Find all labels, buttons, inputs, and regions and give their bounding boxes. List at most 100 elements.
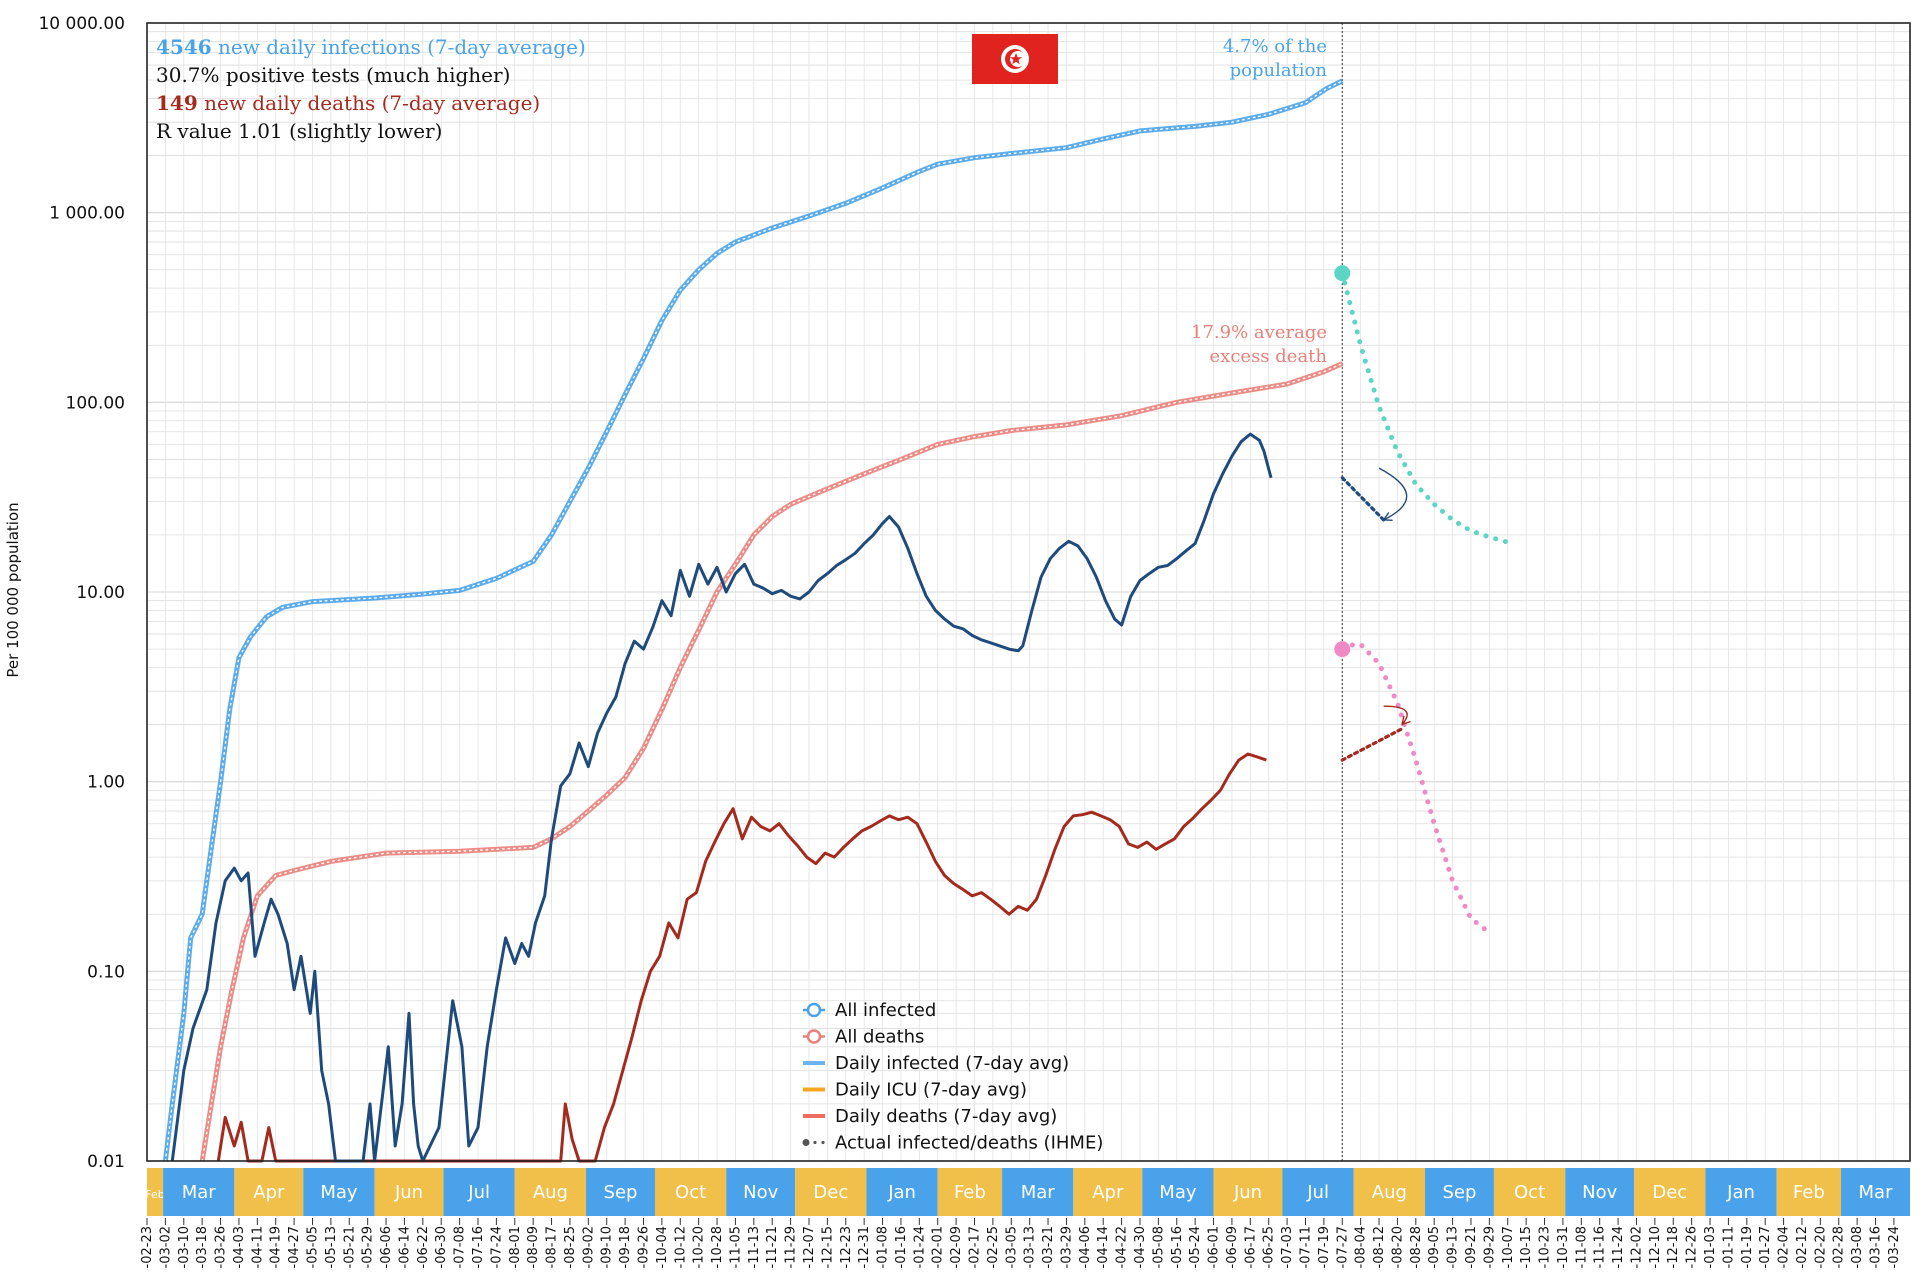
- date-tick-label: -11-21: [765, 1226, 780, 1268]
- date-tick-label: -07-08: [453, 1226, 468, 1268]
- date-tick-label: -01-19: [1740, 1226, 1755, 1268]
- month-cell: [795, 1168, 867, 1216]
- legend-item: Actual infected/deaths (IHME): [802, 1133, 1103, 1154]
- date-tick-label: -09-21: [1464, 1226, 1479, 1268]
- date-tick-label: -07-19: [1317, 1226, 1332, 1268]
- deaths-value: 149: [156, 91, 198, 115]
- date-tick-label: -08-01: [508, 1226, 523, 1268]
- population-note-line1: 4.7% of the: [1223, 36, 1327, 57]
- date-tick-label: -02-28: [1832, 1226, 1847, 1268]
- legend-label: Actual infected/deaths (IHME): [835, 1133, 1103, 1154]
- date-tick-label: -05-05: [305, 1226, 320, 1268]
- month-cell: [937, 1168, 1003, 1216]
- date-tick-label: -08-09: [526, 1226, 541, 1268]
- excess-note-line2: excess death: [1210, 346, 1328, 367]
- y-tick-label: 0.10: [87, 962, 125, 982]
- date-tick-label: -12-07: [802, 1226, 817, 1268]
- y-tick-labels: 10 000.00 1 000.00 100.00 10.00 1.00 0.10 0.01: [38, 14, 125, 1172]
- date-tick-label: -07-27: [1335, 1226, 1350, 1268]
- date-tick-label: -07-03: [1280, 1226, 1295, 1268]
- month-label: Nov: [1582, 1182, 1617, 1203]
- month-label: Mar: [182, 1182, 217, 1203]
- date-tick-label: -04-30: [1133, 1226, 1148, 1268]
- date-tick-label: -11-08: [1574, 1226, 1589, 1268]
- population-note-line2: population: [1230, 60, 1328, 81]
- date-tick-label: -01-03: [1703, 1226, 1718, 1268]
- month-cell: [1213, 1168, 1283, 1216]
- date-tick-label: -10-15: [1519, 1226, 1534, 1268]
- legend-marker: [806, 1029, 822, 1044]
- projection-line: [1340, 727, 1404, 762]
- date-tick-label: -05-16: [1170, 1226, 1185, 1268]
- date-tick-labels: -02-23 -03-02 -03-10 -03-18 -03-26 -04-03 -04-…: [140, 1218, 1902, 1268]
- date-tick-label: -06-06: [379, 1226, 394, 1268]
- series-line: [216, 752, 1267, 1163]
- date-tick-label: -05-08: [1151, 1226, 1166, 1268]
- date-tick-label: -01-27: [1758, 1226, 1773, 1268]
- date-tick-label: -09-18: [618, 1226, 633, 1268]
- curved-arrow: [1378, 467, 1408, 521]
- date-tick-label: -09-29: [1482, 1226, 1497, 1268]
- date-tick-label: -03-18: [195, 1226, 210, 1268]
- month-label: Jul: [1306, 1182, 1329, 1203]
- month-cell: [1776, 1168, 1842, 1216]
- date-tick-label: -10-31: [1556, 1226, 1571, 1268]
- month-cell: [147, 1168, 164, 1216]
- date-tick-label: -03-21: [1041, 1226, 1056, 1268]
- month-label: Sep: [1443, 1182, 1477, 1203]
- month-cell: [586, 1168, 655, 1216]
- legend-item: Daily ICU (7-day avg): [803, 1080, 1027, 1101]
- month-cell: [374, 1168, 444, 1216]
- date-tick-label: -11-29: [784, 1226, 799, 1268]
- date-tick-label: -03-10: [177, 1226, 192, 1268]
- series-line-marker: [201, 362, 1344, 1162]
- month-cell: [303, 1168, 375, 1216]
- date-tick-label: -05-21: [342, 1226, 357, 1268]
- month-label: Dec: [1652, 1182, 1687, 1203]
- date-tick-label: -06-17: [1243, 1226, 1258, 1268]
- date-tick-label: -02-04: [1777, 1226, 1792, 1268]
- legend-label: Daily deaths (7-day avg): [835, 1106, 1057, 1127]
- projection-line: [1340, 476, 1386, 522]
- legend-item: All infected: [803, 1000, 936, 1021]
- month-cell: [1002, 1168, 1074, 1216]
- curved-arrow: [1383, 705, 1408, 726]
- date-tick-label: -02-23: [140, 1226, 155, 1268]
- y-tick-label: 10 000.00: [38, 14, 125, 34]
- r-value-text: R value 1.01 (slightly lower): [156, 119, 442, 143]
- y-tick-label: 1 000.00: [49, 204, 125, 224]
- arrow-head: [1382, 512, 1393, 521]
- month-label: Dec: [813, 1182, 848, 1203]
- date-tick-label: -11-16: [1593, 1226, 1608, 1268]
- month-label: Jan: [887, 1182, 916, 1203]
- y-tick-label: 10.00: [76, 583, 125, 603]
- month-cell: [1841, 1168, 1910, 1216]
- date-tick-label: -08-04: [1354, 1226, 1369, 1268]
- legend-marker: [821, 1140, 825, 1145]
- date-tick-label: -09-10: [600, 1226, 615, 1268]
- date-tick-label: -12-18: [1666, 1226, 1681, 1268]
- month-cell: [234, 1168, 304, 1216]
- legend-marker: [806, 1002, 822, 1018]
- y-tick-label: 1.00: [87, 773, 125, 793]
- month-label: Jul: [467, 1182, 490, 1203]
- date-tick-label: -06-01: [1207, 1226, 1222, 1268]
- date-tick-label: -05-24: [1188, 1226, 1203, 1268]
- date-tick-label: -10-23: [1538, 1226, 1553, 1268]
- legend-marker: [813, 1140, 817, 1145]
- date-tick-label: -09-13: [1446, 1226, 1461, 1268]
- plot-frame: [146, 22, 1911, 1162]
- date-tick-label: -04-11: [250, 1226, 265, 1268]
- date-tick-label: -04-14: [1096, 1226, 1111, 1268]
- month-cell: [654, 1168, 727, 1216]
- month-cell: [514, 1168, 587, 1216]
- date-tick-label: -09-26: [636, 1226, 651, 1268]
- month-cell: [1282, 1168, 1354, 1216]
- month-label: Feb: [954, 1182, 986, 1203]
- date-tick-label: -04-06: [1078, 1226, 1093, 1268]
- date-tick-label: -03-02: [158, 1226, 173, 1268]
- month-label: Mar: [1859, 1182, 1894, 1203]
- date-tick-label: -08-28: [1409, 1226, 1424, 1268]
- date-tick-label: -07-11: [1298, 1226, 1313, 1268]
